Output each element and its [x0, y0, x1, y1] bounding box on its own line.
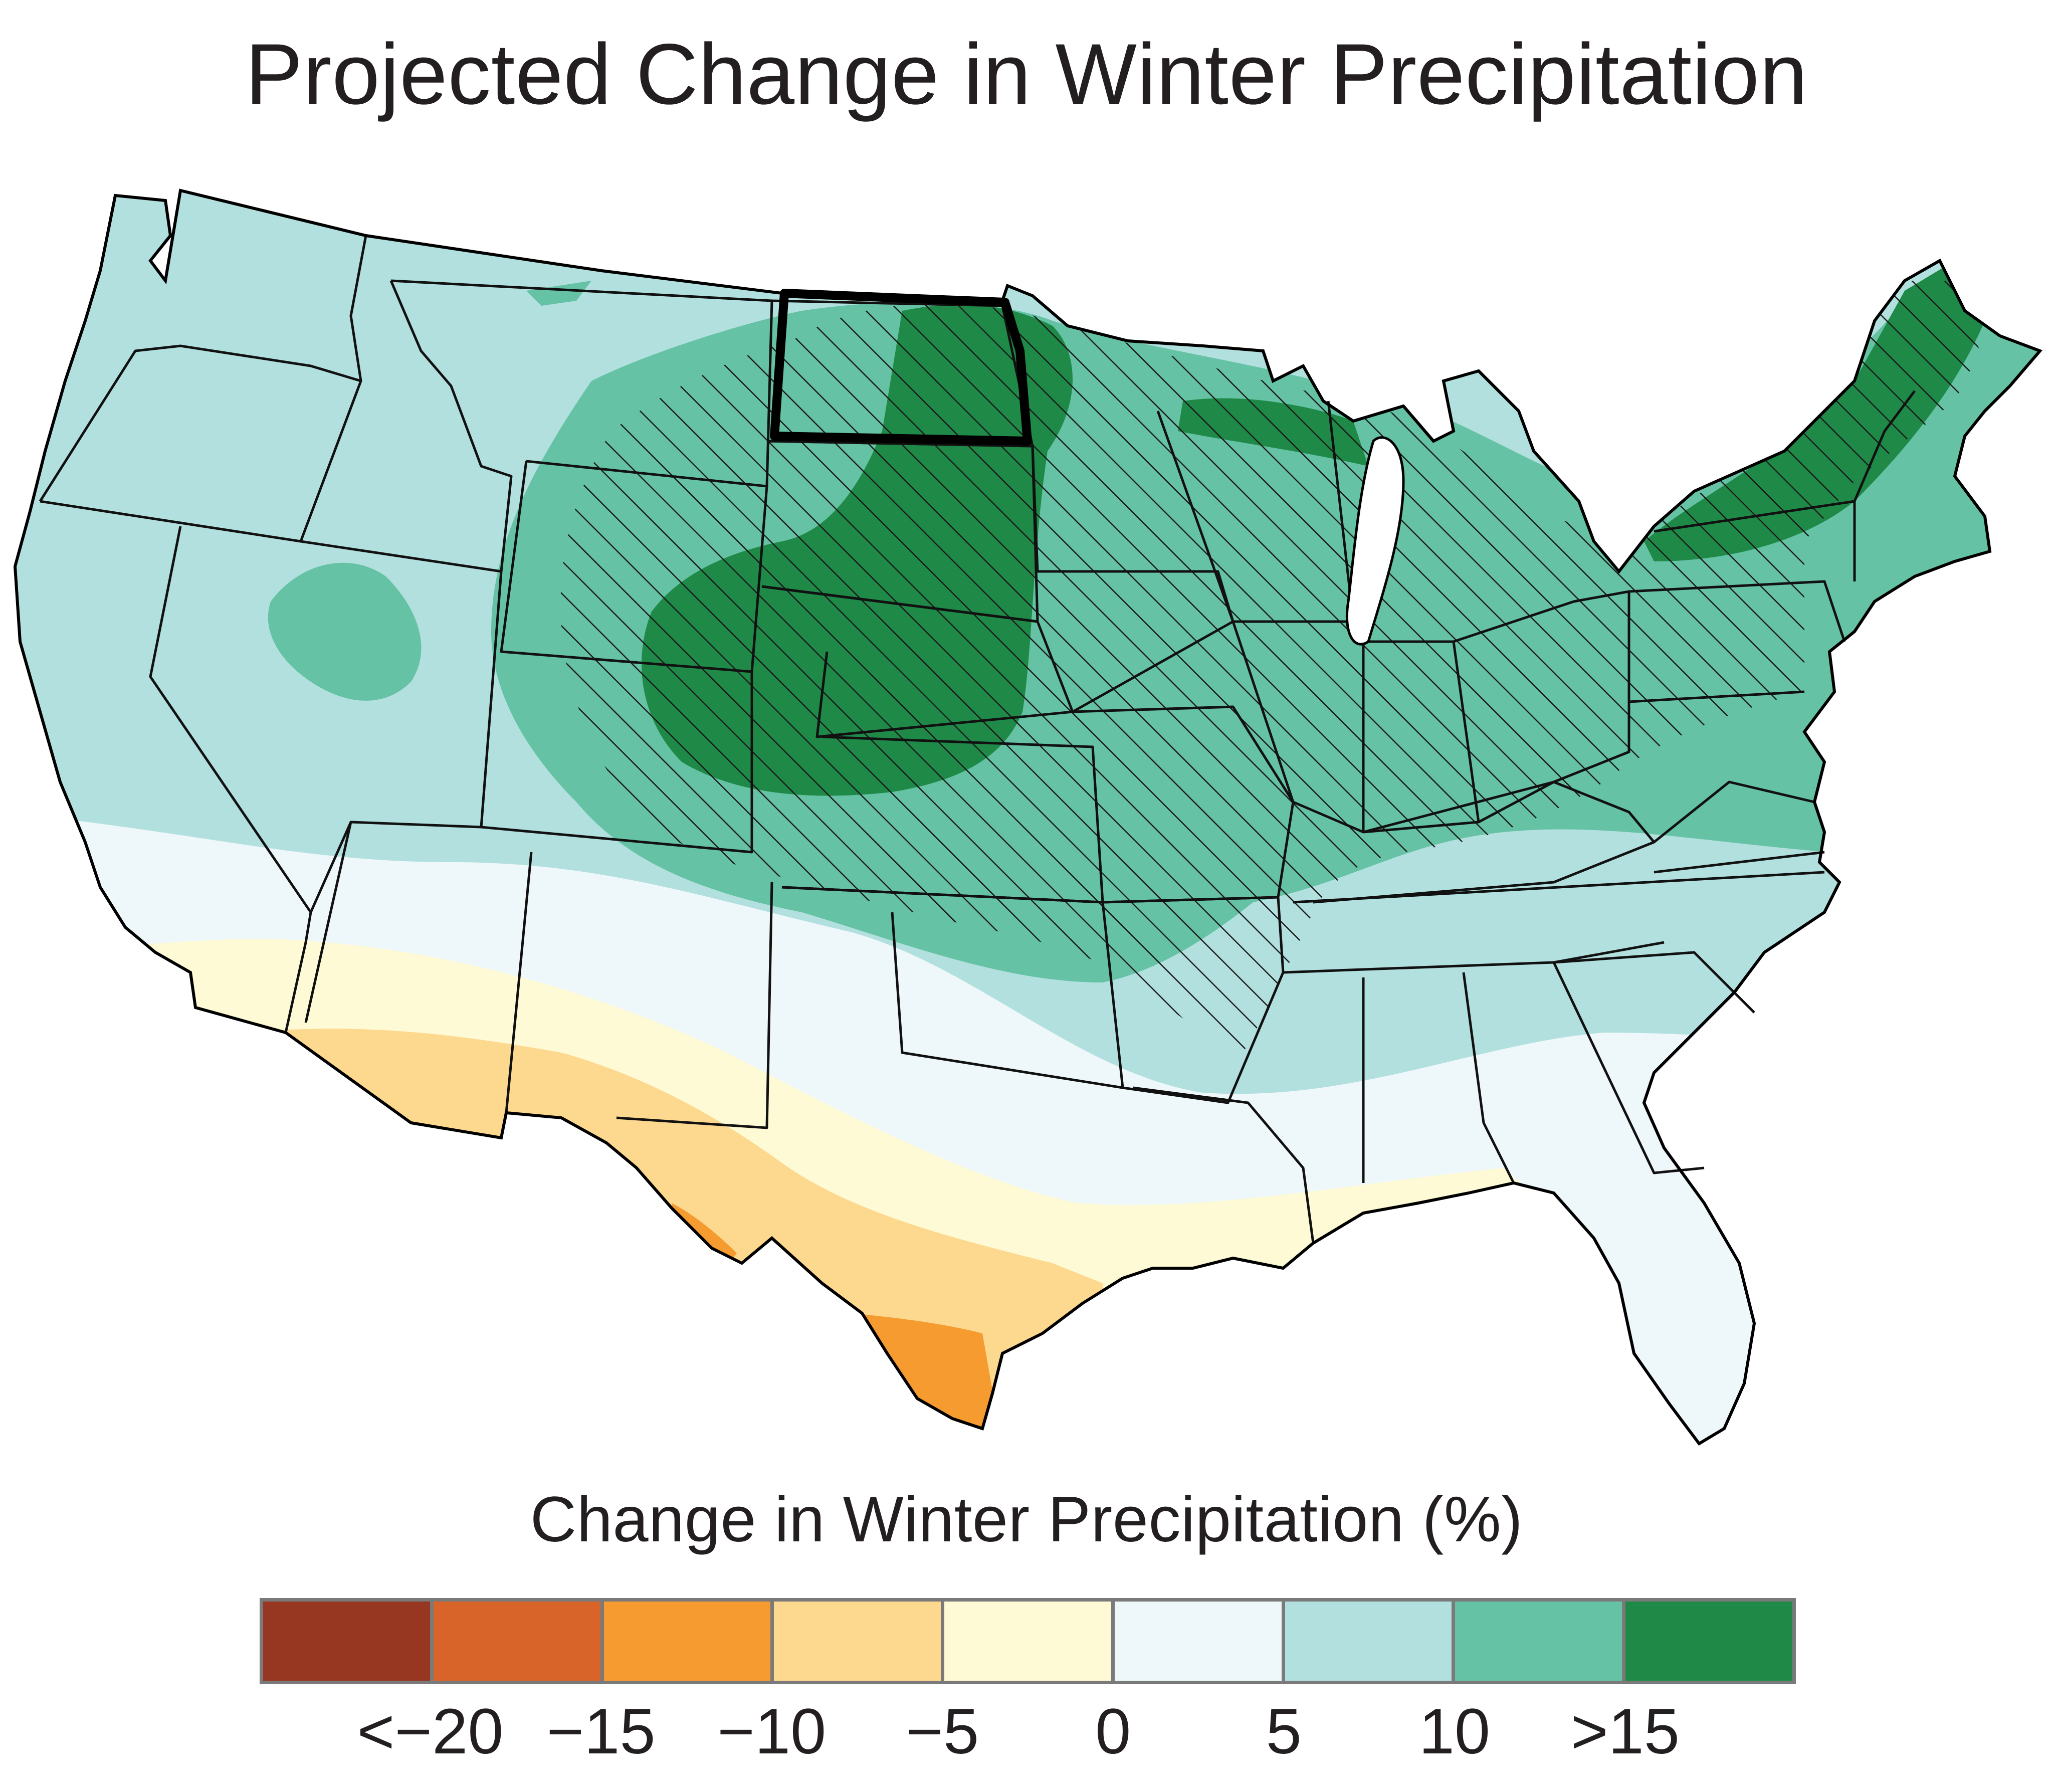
legend-tick-label: >15 — [1570, 1696, 1680, 1767]
legend-title: Change in Winter Precipitation (%) — [530, 1484, 1523, 1555]
legend-tick-label: <−20 — [357, 1696, 504, 1767]
legend-tick-labels: <−20 −15 −10 −5 0 5 10 >15 — [0, 1696, 2053, 1772]
lake-michigan — [1345, 436, 1405, 646]
legend-tick-label: 10 — [1418, 1696, 1491, 1767]
page-title: Projected Change in Winter Precipitation — [245, 26, 1808, 122]
state-borders — [39, 235, 1916, 1244]
color-legend-bar — [260, 1598, 1796, 1684]
legend-swatch — [941, 1598, 1115, 1684]
legend-swatch — [770, 1598, 945, 1684]
significance-hatching — [560, 281, 1980, 1053]
legend-swatch — [430, 1598, 604, 1684]
legend-tick-label: −10 — [717, 1696, 827, 1767]
legend-swatch — [1281, 1598, 1456, 1684]
legend-tick-label: 5 — [1266, 1696, 1302, 1767]
legend-swatch — [600, 1598, 774, 1684]
highlighted-state-north-dakota — [770, 289, 1032, 446]
legend-swatch — [1111, 1598, 1285, 1684]
legend-swatch — [1622, 1598, 1796, 1684]
legend-tick-label: −15 — [546, 1696, 656, 1767]
legend-tick-label: 0 — [1095, 1696, 1131, 1767]
precipitation-zones — [15, 190, 2040, 1444]
legend-swatch — [1452, 1598, 1626, 1684]
legend-tick-label: −5 — [906, 1696, 979, 1767]
legend-swatch — [260, 1598, 434, 1684]
